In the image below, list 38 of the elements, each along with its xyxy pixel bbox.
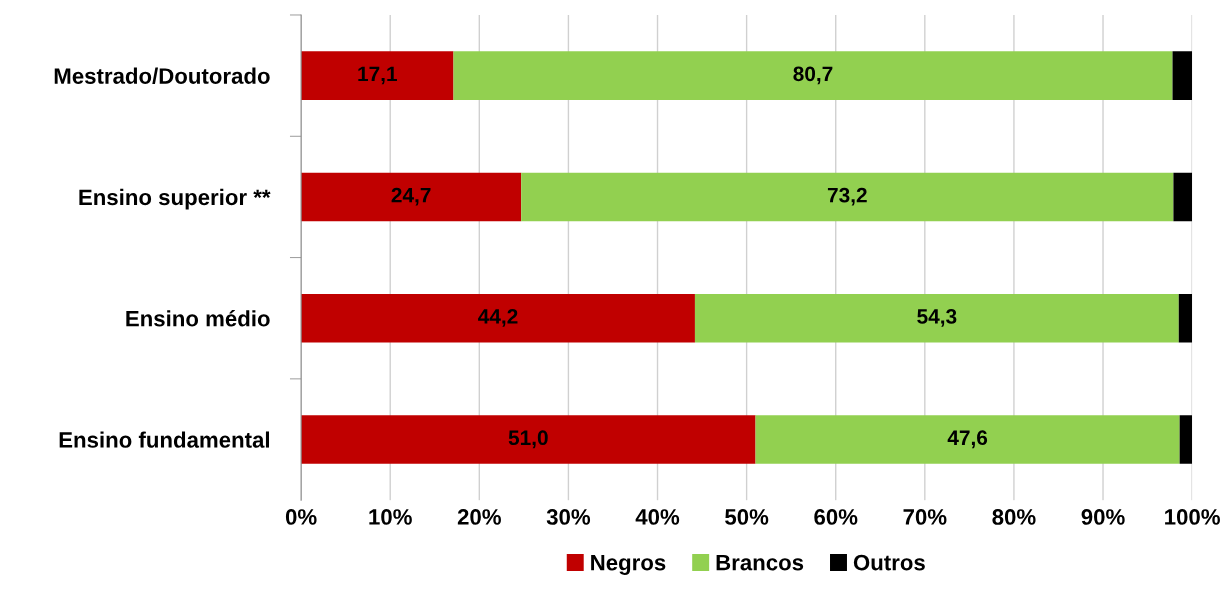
x-tick-label: 60% [814, 509, 858, 525]
data-label: 44,2 [478, 309, 518, 327]
bar [1173, 172, 1193, 222]
x-tick-label: 10% [369, 509, 412, 525]
bar [1172, 51, 1193, 100]
bar [1179, 415, 1193, 464]
legend-label: Brancos [716, 554, 804, 571]
data-label: 47,6 [947, 430, 988, 449]
x-tick-label: 50% [725, 509, 769, 525]
x-tick-label: 40% [635, 509, 680, 525]
y-tick-label: Ensino fundamental [59, 431, 269, 448]
bar [301, 415, 756, 464]
x-tick-label: 90% [1081, 509, 1125, 525]
x-tick-label: 0% [285, 509, 317, 525]
data-label: 80,7 [793, 66, 833, 85]
bar [301, 293, 695, 343]
legend-label: Negros [591, 554, 666, 575]
y-tick-label: Mestrado/Doutorado [54, 67, 270, 85]
data-label: 51,0 [508, 430, 548, 449]
x-tick-label: 70% [903, 509, 947, 525]
legend-label: Outros [853, 554, 925, 571]
bar [301, 51, 454, 100]
x-tick-label: 100% [1165, 509, 1220, 525]
data-label: 24,7 [391, 187, 431, 206]
bar [301, 172, 522, 222]
x-tick-label: 20% [457, 509, 501, 525]
y-tick-label: Ensino superior ** [79, 188, 271, 210]
data-label: 17,1 [358, 66, 397, 85]
bar [521, 172, 1174, 222]
data-label: 73,2 [827, 187, 867, 206]
y-tick-label: Ensino médio [126, 309, 270, 327]
bar [694, 293, 1179, 343]
x-tick-label: 30% [546, 509, 591, 525]
x-tick-label: 80% [992, 509, 1036, 525]
data-label: 54,3 [917, 309, 957, 327]
bar [755, 415, 1180, 464]
bar [453, 51, 1173, 100]
bar [1178, 293, 1193, 343]
